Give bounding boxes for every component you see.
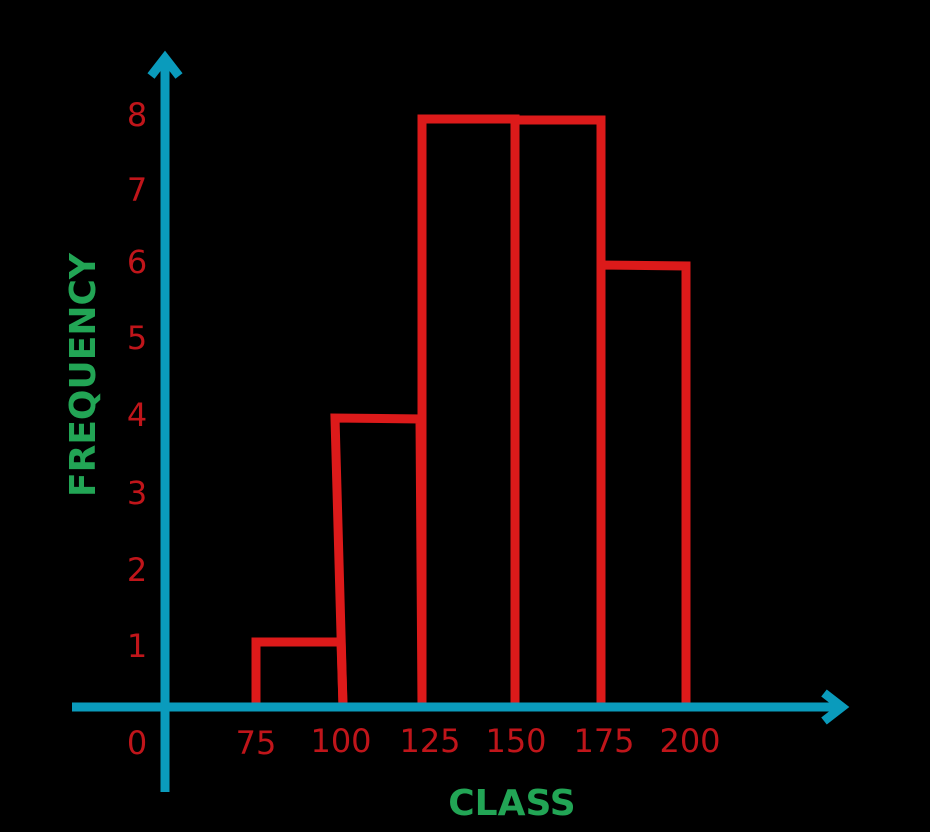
y-tick-7: 7 [127, 171, 147, 209]
y-tick-labels: 8 7 6 5 4 3 2 1 0 [127, 96, 147, 762]
bar-75-100 [251, 637, 348, 707]
x-tick-175: 175 [573, 722, 634, 760]
x-axis-title: CLASS [448, 783, 575, 824]
x-axis-arrow-icon [821, 689, 850, 725]
bar-125-150 [417, 114, 520, 706]
y-tick-5: 5 [127, 319, 147, 357]
y-axis-title: FREQUENCY [63, 252, 104, 497]
x-tick-150: 150 [485, 722, 546, 760]
axes [72, 50, 850, 792]
x-tick-200: 200 [659, 722, 720, 760]
x-tick-labels: 75 100 125 150 175 200 [236, 722, 721, 762]
histogram-bars [251, 114, 691, 707]
x-tick-100: 100 [310, 722, 371, 760]
bar-175-200 [596, 260, 691, 706]
x-tick-125: 125 [399, 722, 460, 760]
y-tick-1: 1 [127, 627, 147, 665]
y-tick-4: 4 [127, 396, 147, 434]
y-tick-6: 6 [127, 243, 147, 281]
x-tick-75: 75 [236, 724, 277, 762]
y-axis-arrow-icon [147, 50, 183, 79]
bar-150-175 [510, 115, 606, 706]
y-tick-8: 8 [127, 96, 147, 134]
origin-label: 0 [127, 724, 147, 762]
bar-100-125 [330, 413, 427, 707]
y-tick-2: 2 [127, 551, 147, 589]
y-tick-3: 3 [127, 474, 147, 512]
